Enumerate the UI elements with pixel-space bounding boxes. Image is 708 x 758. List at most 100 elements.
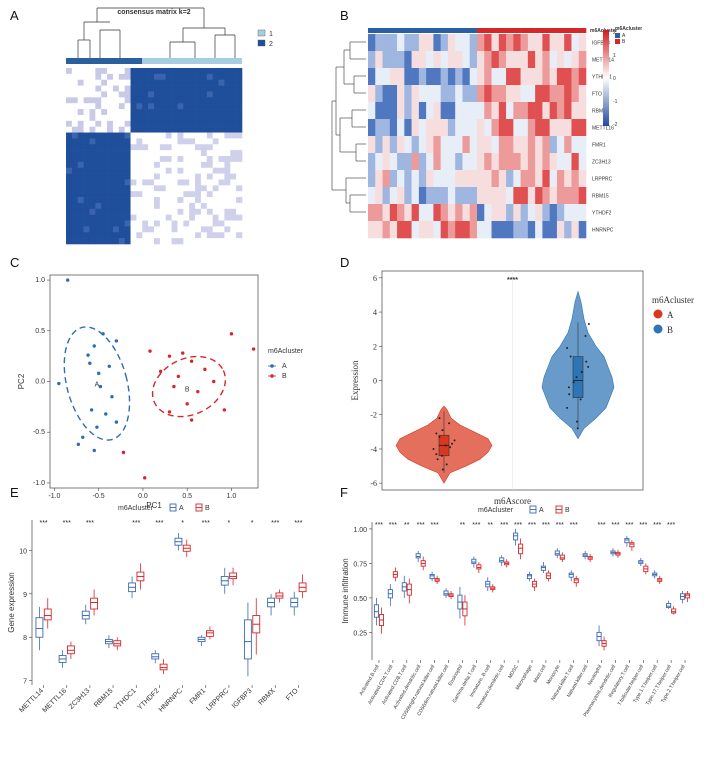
heatmap-cell [571,187,580,205]
annotation-legend-swatch [615,33,620,38]
heatmap-cell [375,34,383,52]
heatmap-cell [212,191,219,198]
heatmap-cell [571,34,580,52]
heatmap-cell [506,102,514,120]
panel-label-a: A [10,8,19,23]
heatmap-cell [66,114,73,122]
heatmap-cell [71,179,79,186]
x-axis-label: PC1 [146,501,162,510]
heatmap-cell [154,109,161,116]
heatmap-cell [397,85,405,103]
heatmap-cell [112,68,120,75]
heatmap-cell [136,226,143,233]
heatmap-cell [189,73,196,81]
jitter-point [587,365,590,368]
heatmap-cell [107,68,114,75]
heatmap-cell [118,120,125,127]
heatmap-cell [411,153,420,171]
scatter-point-b [189,359,194,363]
heatmap-cell [183,173,190,180]
heatmap-cell [200,138,208,145]
heatmap-cell [124,208,131,215]
heatmap-cell [200,197,208,204]
heatmap-cell [224,167,231,174]
significance-label: * [181,520,184,527]
heatmap-cell [159,73,167,81]
heatmap-cell [224,202,231,210]
heatmap-cell [71,68,79,75]
heatmap-cell [189,144,196,151]
heatmap-cell [154,144,161,151]
heatmap-cell [200,191,208,198]
heatmap-cell [542,102,550,120]
heatmap-cell [230,144,237,151]
scatter-point-a [92,344,96,348]
heatmap-cell [230,220,237,227]
heatmap-cell [195,150,202,157]
annotation-cell [462,28,471,33]
significance-label: *** [639,522,647,529]
heatmap-cell [189,156,196,163]
heatmap-cell [136,91,143,98]
heatmap-cell [112,109,120,116]
heatmap-cell [206,68,213,75]
heatmap-cell [513,153,521,171]
heatmap-cell [491,153,500,171]
heatmap-cell [71,91,79,98]
heatmap-cell [77,214,84,221]
heatmap-cell [189,173,196,180]
heatmap-cell [397,102,405,120]
heatmap-cell [200,208,208,215]
heatmap-cell [375,221,383,239]
heatmap-cell [130,91,137,98]
heatmap-cell [148,97,155,104]
heatmap-cell [159,214,167,221]
heatmap-cell [206,185,213,192]
heatmap-cell [236,97,243,104]
heatmap-cell [101,238,108,245]
heatmap-cell [101,220,108,227]
heatmap-cell [520,102,529,120]
heatmap-cell [513,51,521,69]
heatmap-cell [118,91,125,98]
heatmap-cell [71,161,79,169]
heatmap-cell [154,103,161,110]
scatter-point-b [176,374,181,379]
x-tick-label: HNRNPC [158,687,184,713]
heatmap-cell [154,167,161,174]
heatmap-cell [124,150,131,157]
heatmap-cell [142,161,149,169]
heatmap-cell [200,179,208,186]
jitter-point [453,439,456,442]
heatmap-cell [195,156,202,163]
heatmap-cell [95,191,102,198]
scatter-point-a [81,435,85,439]
heatmap-cell [195,120,202,127]
heatmap-cell [224,191,231,198]
x-tick-label: RBM15 [93,687,115,709]
heatmap-cell [564,85,572,103]
heatmap-cell [542,85,550,103]
heatmap-cell [368,153,376,171]
heatmap-cell [549,136,558,154]
heatmap-cell [118,179,125,186]
heatmap-cell [426,153,434,171]
annotation-cell [564,28,572,33]
heatmap-cell [154,91,161,98]
heatmap-cell [165,73,172,81]
heatmap-cell [77,103,84,110]
heatmap-cell [95,232,102,239]
scatter-point-b [251,347,256,351]
heatmap-cell [148,179,155,186]
heatmap-cell [195,232,202,239]
heatmap-cell [95,226,102,233]
heatmap-cell [183,208,190,215]
heatmap-cell [513,221,521,239]
heatmap-cell [498,153,507,171]
heatmap-cell [206,197,213,204]
heatmap-cell [130,202,137,210]
heatmap-cell [218,208,225,215]
heatmap-cell [498,204,507,222]
heatmap-cell [506,85,514,103]
heatmap-cell [142,91,149,98]
